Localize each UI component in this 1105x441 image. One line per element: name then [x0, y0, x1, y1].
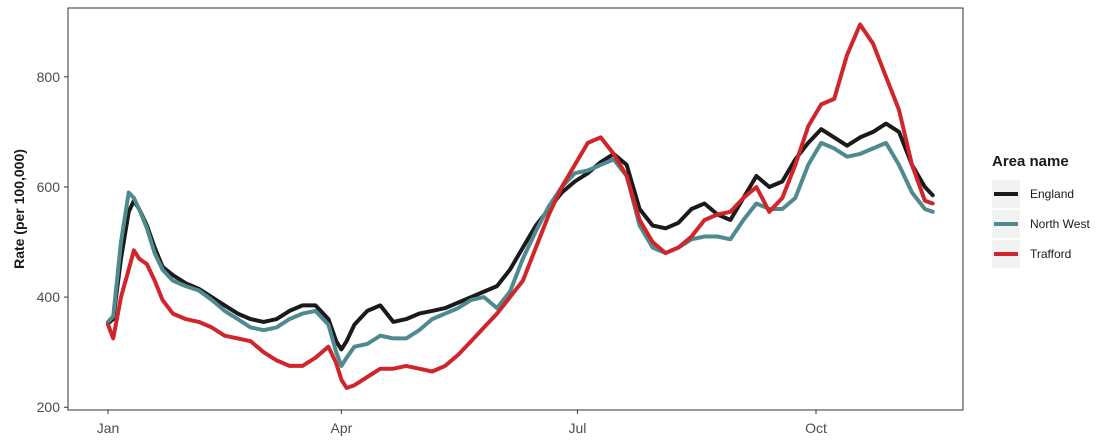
y-tick-label-600: 600 [37, 179, 61, 195]
x-axis: Jan Apr Jul Oct [97, 410, 827, 436]
y-tick-label-800: 800 [37, 69, 61, 85]
x-tick-label-apr: Apr [331, 420, 353, 436]
y-axis: 200 400 600 800 [37, 69, 68, 415]
legend-items: England North West Trafford [992, 180, 1090, 268]
plot-panel [67, 7, 964, 411]
legend-label-trafford: Trafford [1030, 247, 1071, 261]
x-tick-label-oct: Oct [805, 420, 827, 436]
y-axis-title: Rate (per 100,000) [11, 149, 27, 269]
legend-label-north-west: North West [1030, 217, 1090, 231]
legend: Area name England North West Trafford [992, 153, 1090, 268]
legend-label-england: England [1030, 187, 1074, 201]
y-tick-label-200: 200 [37, 399, 61, 415]
x-tick-label-jul: Jul [568, 420, 586, 436]
series-layer [106, 22, 935, 390]
series-line-trafford [106, 22, 935, 390]
x-tick-label-jan: Jan [97, 420, 120, 436]
series-line-north-west [106, 140, 935, 368]
y-tick-label-400: 400 [37, 289, 61, 305]
legend-title: Area name [992, 153, 1069, 170]
